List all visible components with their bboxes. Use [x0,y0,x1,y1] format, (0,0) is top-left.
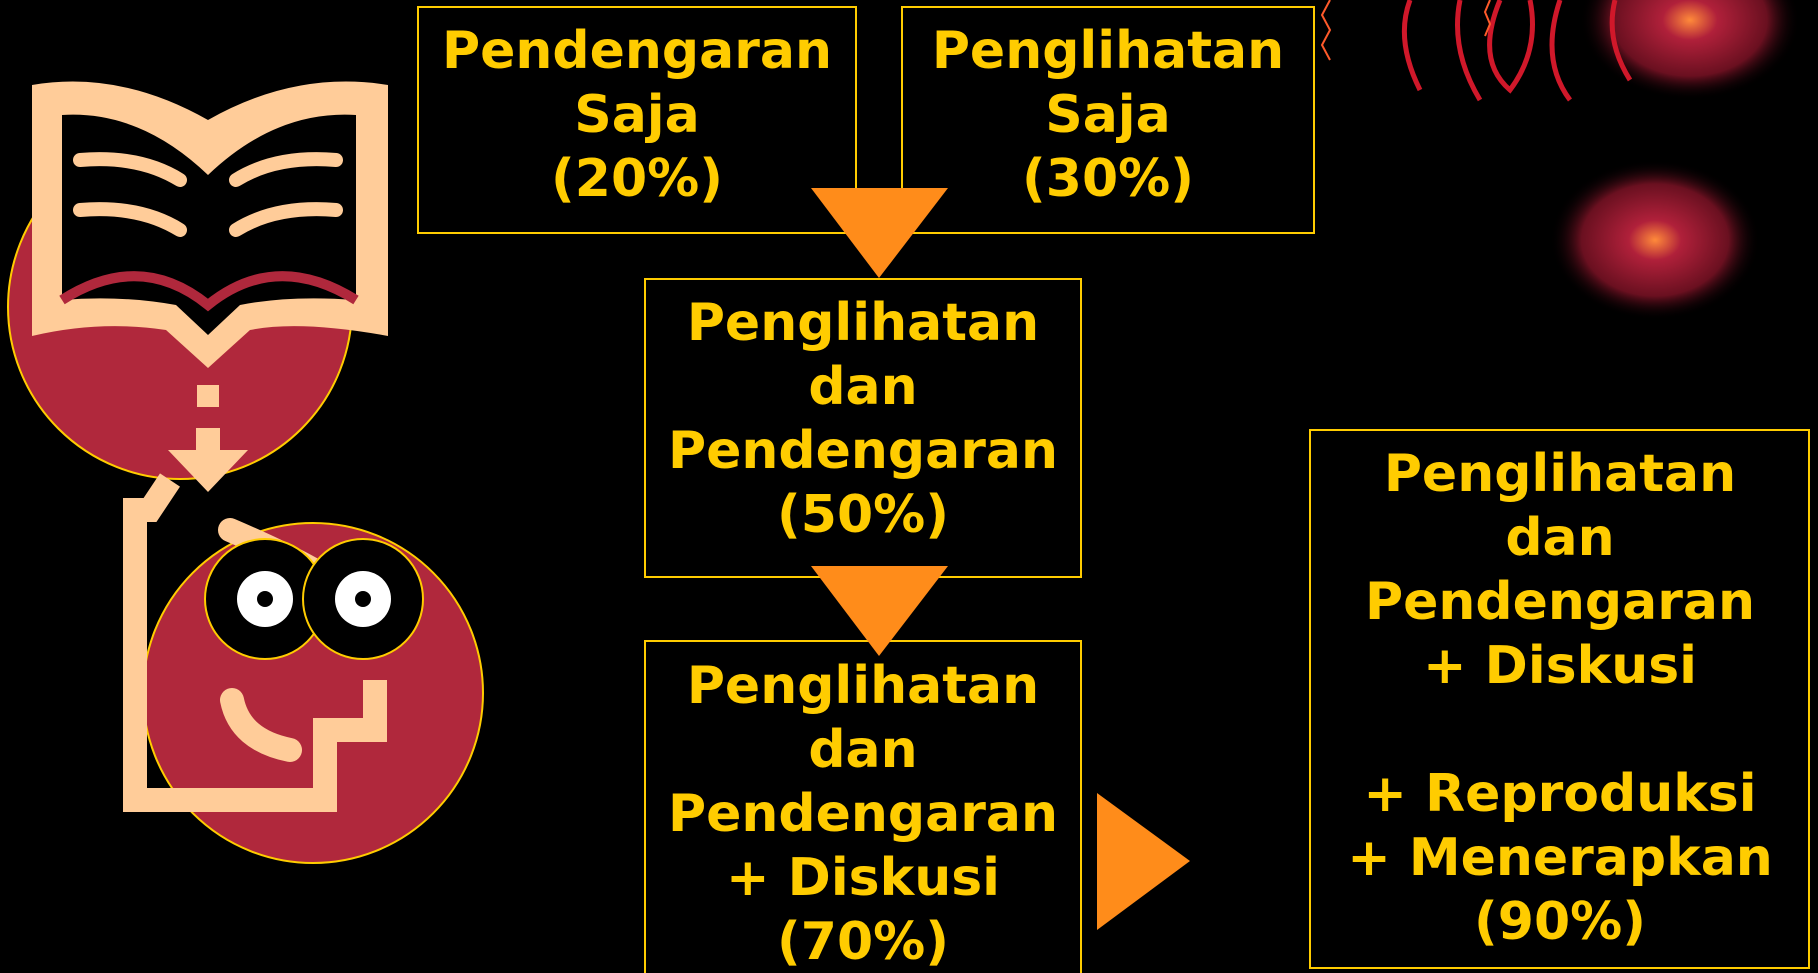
node-line: (30%) [1022,149,1194,209]
node-line: Pendengaran [1365,572,1755,632]
node-line: + Diskusi [1423,636,1697,696]
node-line: Saja [1045,85,1170,145]
node-line: Saja [574,85,699,145]
node-line: Penglihatan [932,21,1284,81]
node-line: + Diskusi [726,848,1000,908]
node-line: (20%) [551,149,723,209]
node-line: Pendengaran [442,21,832,81]
node-line: dan [808,357,917,417]
node-line: (70%) [777,912,949,972]
node-line: Penglihatan [687,656,1039,716]
node-line: Pendengaran [668,421,1058,481]
node-line: dan [1505,508,1614,568]
node-line: (90%) [1474,892,1646,952]
node-line: + Menerapkan [1347,828,1773,888]
node-line: Pendengaran [668,784,1058,844]
node-line: Penglihatan [1384,444,1736,504]
node-line: Penglihatan [687,293,1039,353]
node-line: (50%) [777,485,949,545]
slide: PendengaranSaja(20%)PenglihatanSaja(30%)… [0,0,1818,973]
node-line: dan [808,720,917,780]
node-line: + Reproduksi [1363,764,1756,824]
